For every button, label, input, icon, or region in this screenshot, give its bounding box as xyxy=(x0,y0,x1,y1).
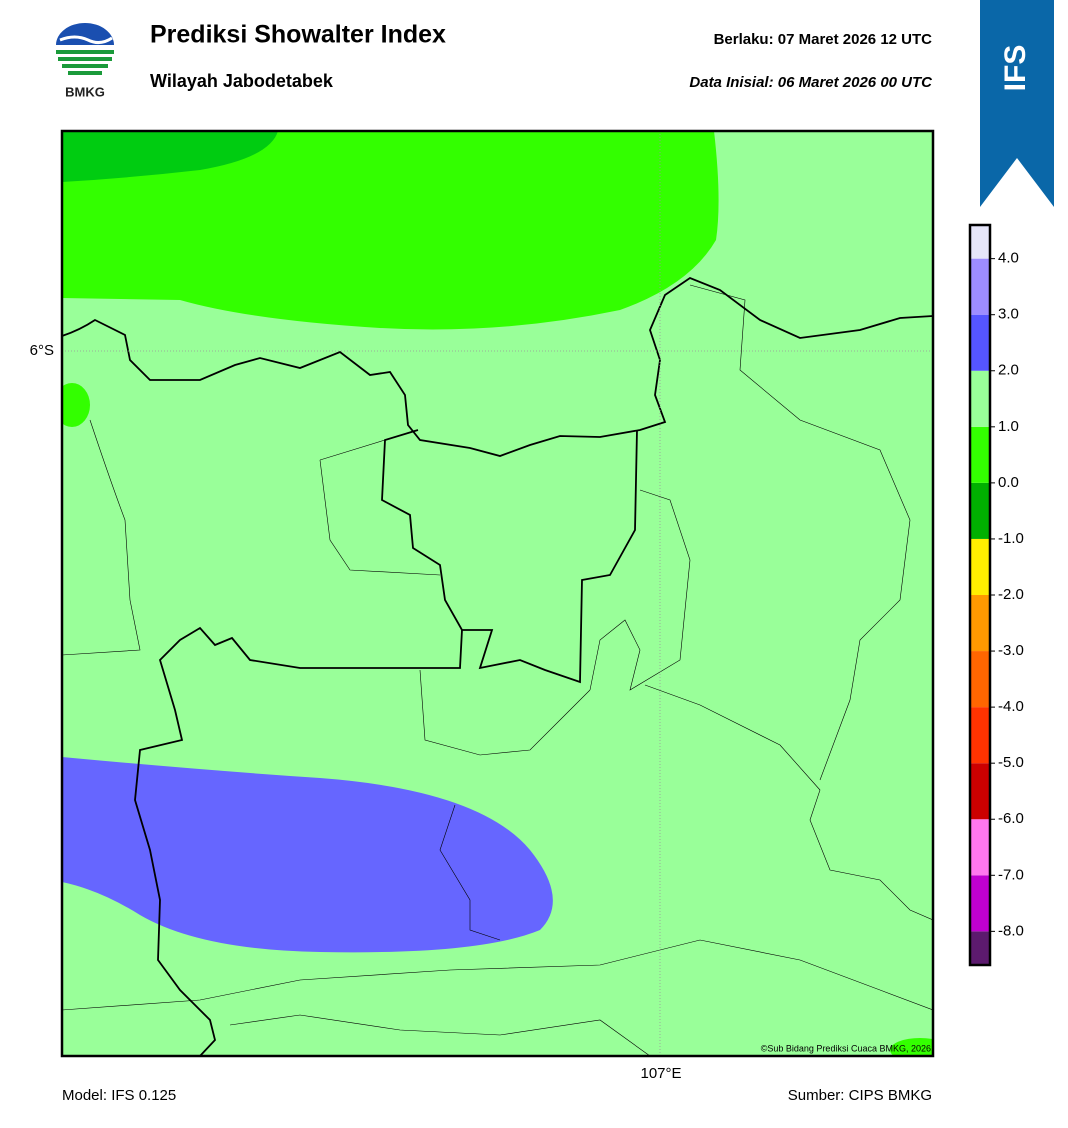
colorbar-segment xyxy=(970,370,990,427)
colorbar-segment xyxy=(970,258,990,315)
colorbar-segment xyxy=(970,707,990,764)
colorbar-segment xyxy=(970,426,990,483)
colorbar-tick-label: -6.0 xyxy=(998,810,1024,827)
colorbar-segment xyxy=(970,763,990,820)
colorbar-tick-label: -8.0 xyxy=(998,922,1024,939)
colorbar-segment xyxy=(970,482,990,539)
badge xyxy=(980,0,1054,207)
colorbar-tick-label: 1.0 xyxy=(998,418,1019,435)
colorbar-segment xyxy=(970,538,990,595)
logo-text: BMKG xyxy=(65,84,105,99)
logo: BMKG xyxy=(56,23,114,99)
model-label: Model: IFS 0.125 xyxy=(62,1087,176,1104)
colorbar-tick-label: -2.0 xyxy=(998,586,1024,603)
colorbar-tick-label: -7.0 xyxy=(998,866,1024,883)
colorbar-tick-label: 3.0 xyxy=(998,306,1019,323)
lat-label: 6°S xyxy=(30,342,54,359)
colorbar-tick-label: -1.0 xyxy=(998,530,1024,547)
colorbar-tick-label: 0.0 xyxy=(998,474,1019,491)
colorbar-tick-label: 2.0 xyxy=(998,362,1019,379)
colorbar-tick-label: -3.0 xyxy=(998,642,1024,659)
map-frame xyxy=(60,129,935,1058)
colorbar-segment xyxy=(970,314,990,371)
source-label: Sumber: CIPS BMKG xyxy=(788,1087,932,1104)
colorbar-segment xyxy=(970,225,990,259)
init-time: Data Inisial: 06 Maret 2026 00 UTC xyxy=(689,74,933,91)
lon-label: 107°E xyxy=(640,1065,681,1082)
colorbar-segment xyxy=(970,875,990,932)
subtitle: Wilayah Jabodetabek xyxy=(150,71,334,91)
colorbar-segment xyxy=(970,931,990,965)
colorbar-tick-label: -5.0 xyxy=(998,754,1024,771)
copyright: ©Sub Bidang Prediksi Cuaca BMKG, 2026 xyxy=(761,1043,931,1053)
valid-time: Berlaku: 07 Maret 2026 12 UTC xyxy=(714,31,933,48)
colorbar-segment xyxy=(970,651,990,708)
colorbar-tick-label: 4.0 xyxy=(998,250,1019,267)
colorbar-segment xyxy=(970,819,990,876)
badge-text: IFS xyxy=(999,45,1032,92)
map-area: ©Sub Bidang Prediksi Cuaca BMKG, 2026 xyxy=(62,131,933,1056)
title: Prediksi Showalter Index xyxy=(150,21,446,49)
colorbar: -8.0 -7.0 -6.0 -5.0 -4.0 -3.0 -2.0 -1.0 0.0 1.0 2.… xyxy=(968,223,1024,967)
colorbar-tick-label: -4.0 xyxy=(998,698,1024,715)
colorbar-segment xyxy=(970,595,990,652)
